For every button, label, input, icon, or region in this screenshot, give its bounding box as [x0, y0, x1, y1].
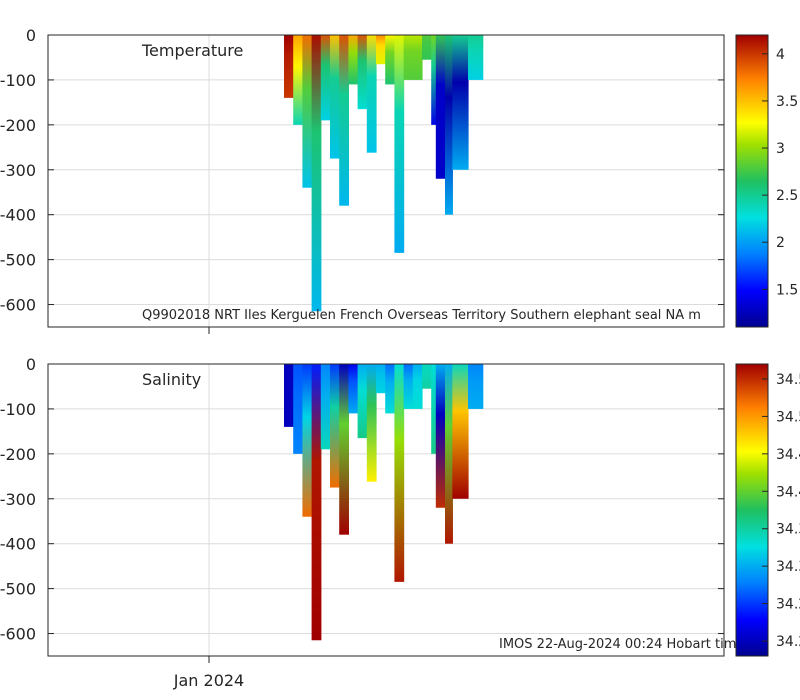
colorbar-tick-label: 34.4	[776, 484, 800, 500]
profile-bar	[339, 364, 349, 535]
colorbar-tick-label: 34.5	[776, 409, 800, 425]
y-tick-label: -200	[0, 445, 36, 464]
profile-bar	[366, 35, 377, 153]
colorbar-tick-label: 2	[776, 235, 785, 251]
salinity-panel: 0 -100 -200 -300 -400 -500 -600 Salinity IMOS …	[0, 355, 800, 690]
profile-bar	[385, 35, 395, 85]
profile-bar	[468, 35, 484, 80]
y-tick-label: 0	[26, 26, 36, 45]
colorbar-tick-label: 3	[776, 141, 785, 157]
salinity-profiles	[284, 364, 484, 641]
profile-bar	[284, 364, 294, 427]
profile-bar	[311, 35, 322, 312]
profile-bar	[357, 35, 368, 110]
profile-bar	[412, 35, 423, 80]
profile-bar	[376, 364, 386, 394]
y-tick-label: -600	[0, 625, 36, 644]
salinity-title: Salinity	[142, 370, 201, 389]
profile-bar	[445, 364, 453, 544]
salinity-y-axis: 0 -100 -200 -300 -400 -500 -600	[0, 355, 724, 644]
y-tick-label: 0	[26, 355, 36, 374]
colorbar-tick-label: 3.5	[776, 94, 798, 110]
colorbar-tick-label: 34.3	[776, 559, 800, 575]
profile-bar	[302, 364, 313, 517]
y-tick-label: -100	[0, 400, 36, 419]
y-tick-label: -200	[0, 116, 36, 135]
colorbar-tick-label: 2.5	[776, 188, 798, 204]
profile-bar	[357, 364, 368, 439]
colorbar-tick-label: 34.25	[776, 597, 800, 613]
profile-bar	[385, 364, 395, 414]
salinity-colorbar	[735, 363, 769, 657]
colorbar-tick-label: 34.45	[776, 447, 800, 463]
salinity-axes-box	[47, 363, 725, 657]
profile-bar	[468, 364, 484, 409]
y-tick-label: -300	[0, 161, 36, 180]
profile-bar	[412, 364, 423, 409]
x-tick-label-jan-2024: Jan 2024	[173, 671, 244, 690]
temperature-colorbar-ticks: 4 3.5 3 2.5 2 1.5	[762, 47, 798, 298]
profile-bar	[452, 35, 469, 170]
profile-bar	[339, 35, 349, 206]
temperature-profiles	[284, 35, 484, 312]
profile-bar	[293, 364, 303, 454]
temperature-axes-box	[47, 34, 725, 328]
y-tick-label: -600	[0, 296, 36, 315]
temperature-title: Temperature	[141, 41, 243, 60]
colorbar-tick-label: 1.5	[776, 282, 798, 298]
salinity-annotation: IMOS 22-Aug-2024 00:24 Hobart tim	[499, 637, 736, 652]
profile-bar	[376, 35, 386, 65]
colorbar-tick-label: 34.55	[776, 372, 800, 388]
y-tick-label: -500	[0, 580, 36, 599]
profile-bar	[366, 364, 377, 482]
temperature-colorbar	[735, 34, 769, 328]
y-tick-label: -400	[0, 535, 36, 554]
profile-bar	[320, 35, 331, 121]
profile-bar	[330, 35, 340, 159]
profile-bar	[403, 364, 414, 409]
y-tick-label: -100	[0, 71, 36, 90]
temperature-panel: 0 -100 -200 -300 -400 -500 -600 Temperature Q9…	[0, 26, 798, 328]
profile-bar	[422, 35, 432, 60]
profile-bar	[311, 364, 322, 641]
colorbar-tick-label: 34.35	[776, 522, 800, 538]
profile-bar	[394, 35, 405, 253]
profile-bar	[348, 364, 359, 414]
profile-bar	[348, 35, 359, 85]
profile-bar	[445, 35, 453, 215]
profile-bar	[284, 35, 294, 98]
profile-bar	[394, 364, 405, 582]
colorbar-tick-label: 34.2	[776, 634, 800, 650]
temperature-annotation: Q9902018 NRT Iles Kerguelen French Overs…	[142, 308, 701, 323]
profile-bar	[422, 364, 432, 389]
profile-bar	[320, 364, 331, 450]
y-tick-label: -300	[0, 490, 36, 509]
profile-bar	[293, 35, 303, 125]
profile-bar	[452, 364, 469, 499]
y-tick-label: -500	[0, 251, 36, 270]
profile-bar	[403, 35, 414, 80]
profile-bar	[435, 364, 446, 508]
temperature-y-axis: 0 -100 -200 -300 -400 -500 -600	[0, 26, 724, 315]
salinity-colorbar-ticks: 34.55 34.5 34.45 34.4 34.35 34.3 34.25 34.2	[762, 372, 800, 650]
y-tick-label: -400	[0, 206, 36, 225]
profile-bar	[302, 35, 313, 188]
profile-bar	[435, 35, 446, 179]
profile-bar	[330, 364, 340, 488]
colorbar-tick-label: 4	[776, 47, 785, 63]
